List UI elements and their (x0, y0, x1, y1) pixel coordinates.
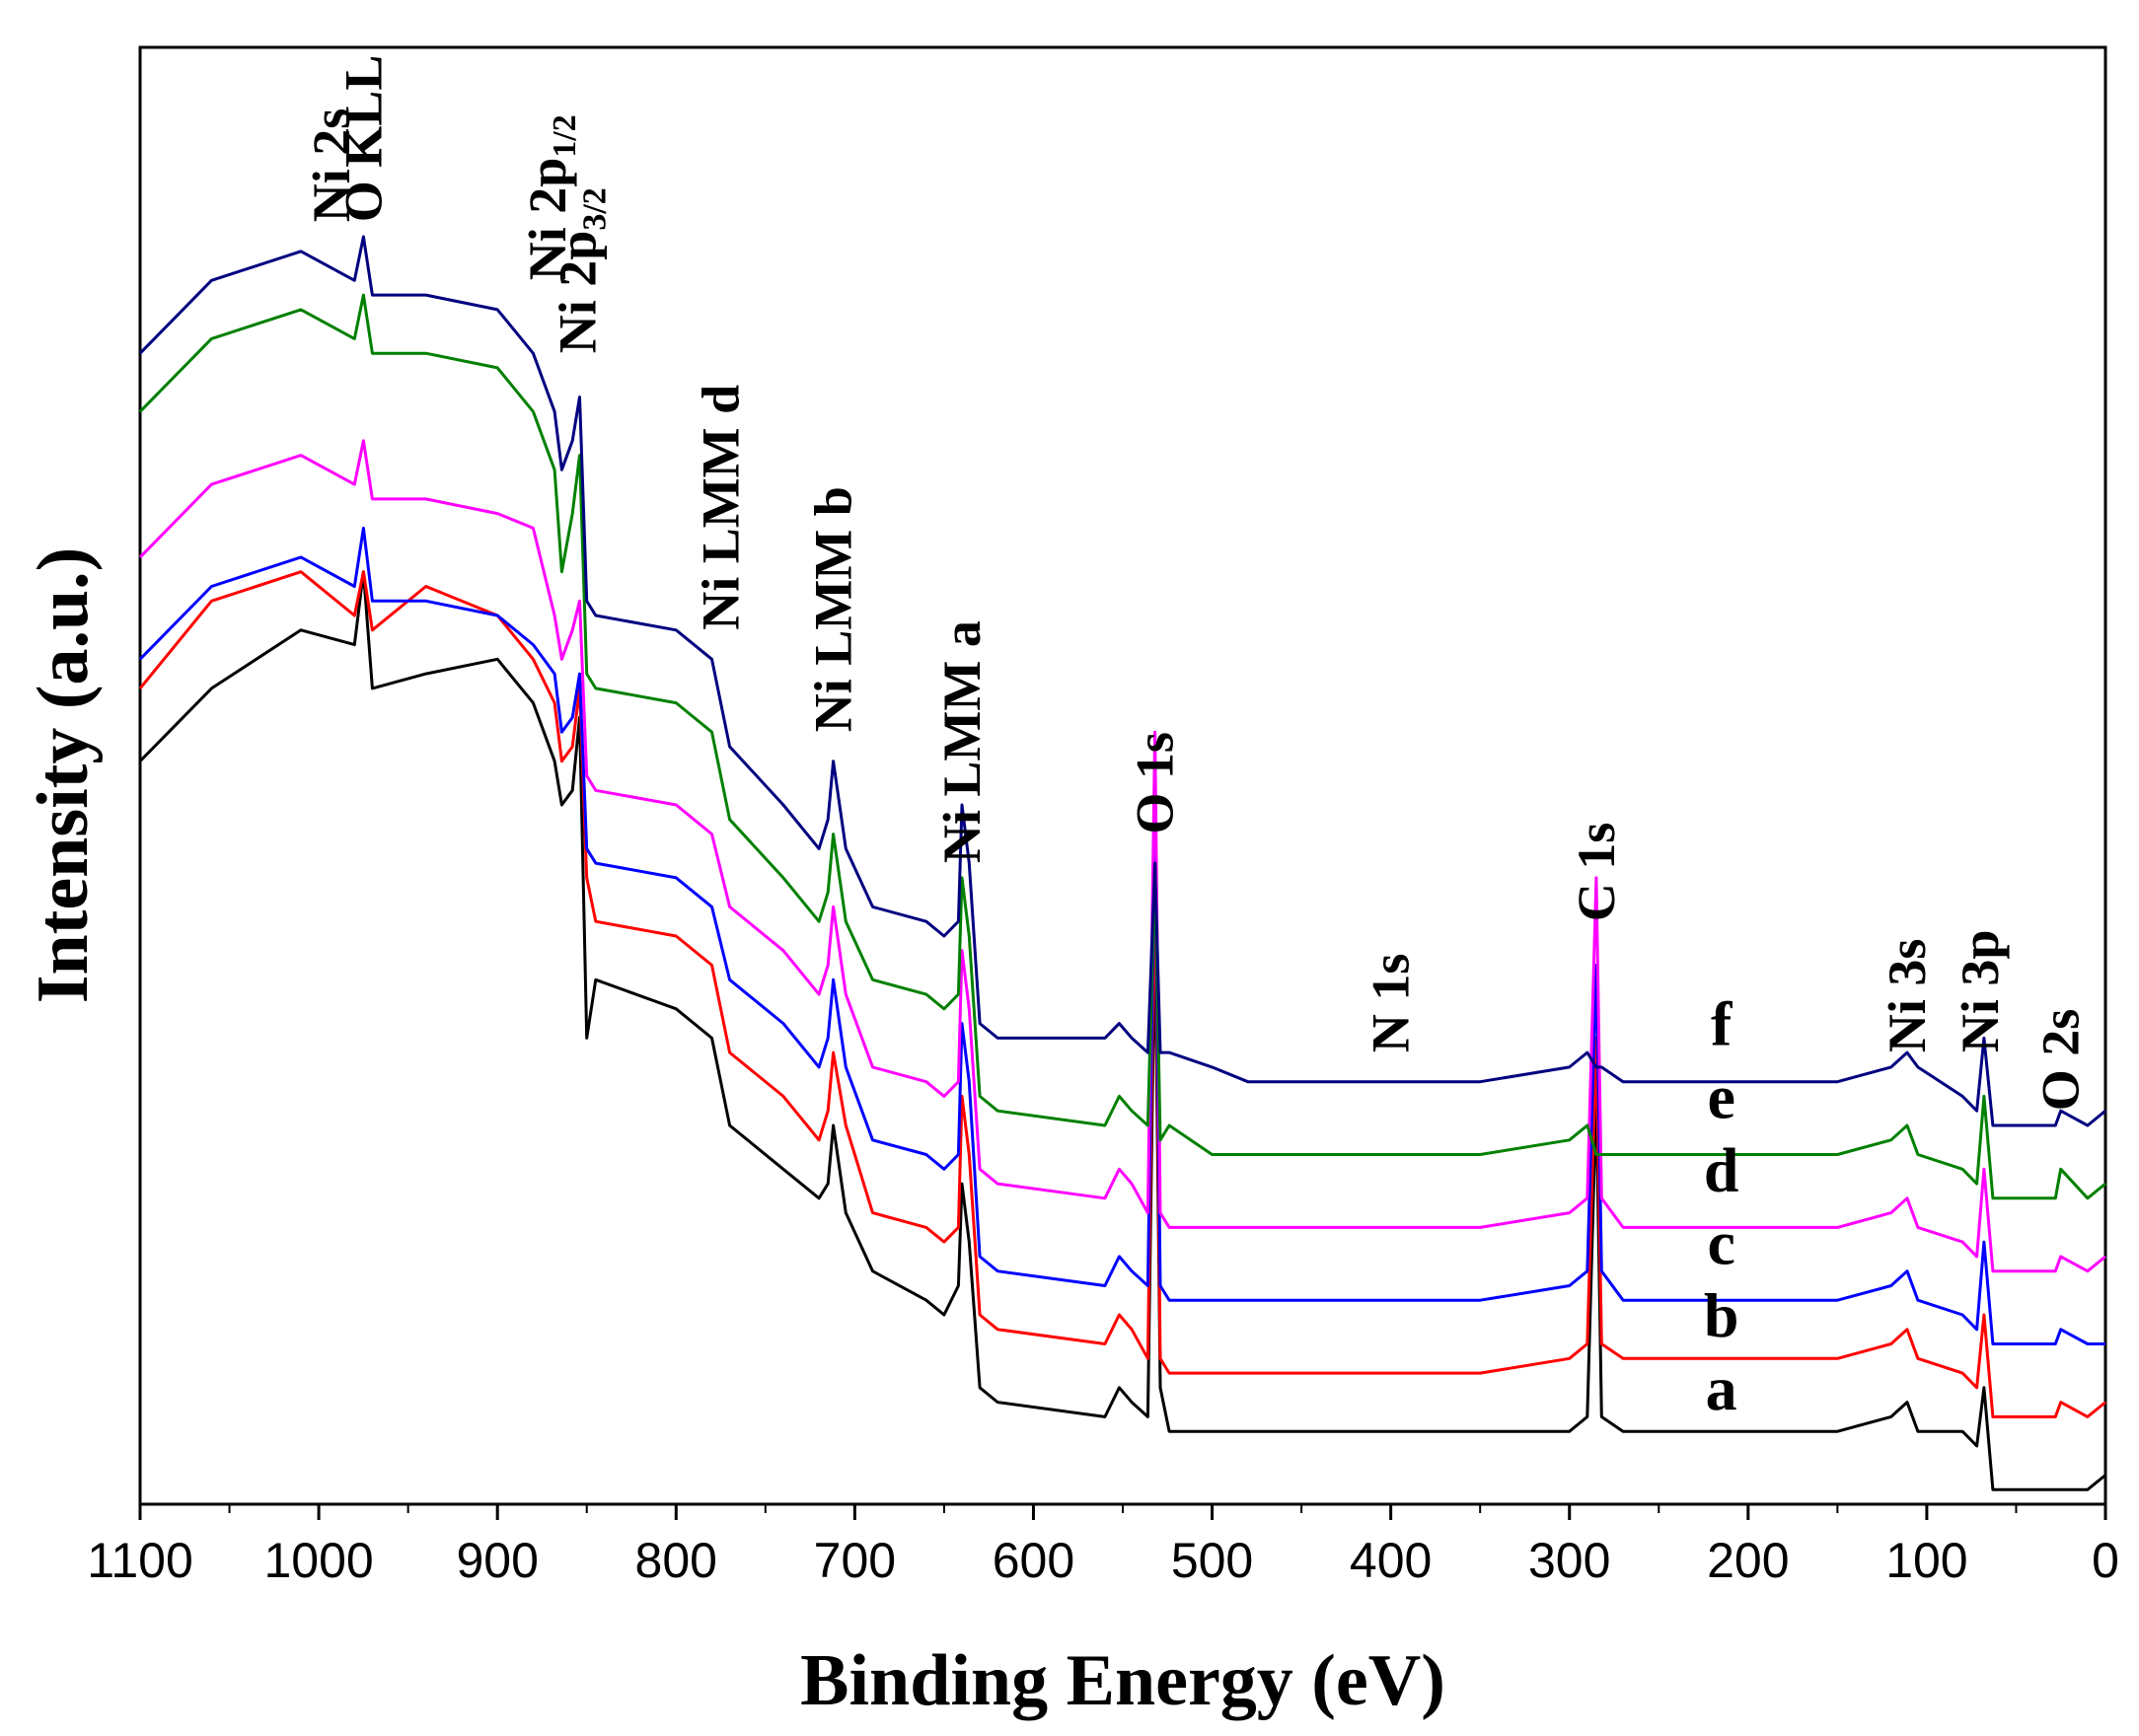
peak-label: N 1s (1362, 954, 1421, 1053)
peak-label-subscript: 3/2 (577, 187, 614, 230)
x-tick-label: 100 (1885, 1533, 1967, 1588)
x-tick-label: 800 (635, 1533, 717, 1588)
plot-frame (138, 45, 2107, 1506)
sample-label-e: e (1707, 1062, 1734, 1132)
x-tick-label: 200 (1707, 1533, 1789, 1588)
annotation-layer: Ni 2sO KLL Ni 2p1/2Ni 2p3/2Ni LMM d Ni LMM… (302, 55, 2091, 1423)
x-tick-label: 1000 (263, 1533, 373, 1588)
x-tick-label: 900 (456, 1533, 538, 1588)
x-tick-label: 500 (1171, 1533, 1253, 1588)
x-tick-label: 400 (1350, 1533, 1432, 1588)
x-tick-label: 300 (1528, 1533, 1610, 1588)
peak-label: O 1s (1126, 732, 1185, 834)
y-axis-title: Intensity (a.u.) (23, 547, 104, 1004)
peak-label: Ni LMM a (932, 620, 992, 863)
series-line-b (138, 570, 2106, 1418)
peak-label: Ni 2s (302, 108, 361, 223)
x-tick-label: 700 (814, 1533, 896, 1588)
sample-label-d: d (1704, 1134, 1739, 1204)
peak-label-subscript: 1/2 (547, 114, 583, 157)
sample-label-c: c (1707, 1207, 1734, 1277)
x-tick-label: 0 (2092, 1533, 2119, 1588)
x-tick-label: 1100 (87, 1533, 193, 1588)
peak-label: Ni LMM b (804, 486, 863, 732)
series-line-e (138, 293, 2106, 1200)
peak-label: Ni LMM d (692, 385, 751, 630)
sample-label-b: b (1704, 1280, 1739, 1350)
x-axis-title: Binding Energy (eV) (800, 1640, 1445, 1721)
peak-label: C 1s (1567, 823, 1626, 922)
series-line-c (138, 526, 2105, 1345)
series-line-a (138, 570, 2106, 1491)
series-line-f (138, 235, 2106, 1127)
peak-label: O 2s (2031, 1009, 2091, 1112)
series-layer (138, 235, 2106, 1491)
x-axis-ticks: 1100 1000 900 800 700 600 500 400 300 200 100 0 (87, 1504, 2119, 1588)
peak-label: Ni 3s (1878, 939, 1937, 1053)
series-line-d (138, 439, 2106, 1273)
peak-label: O KLL (333, 55, 393, 223)
peak-label: Ni 3p (1951, 930, 2010, 1053)
sample-label-a: a (1706, 1353, 1737, 1423)
sample-label-f: f (1711, 989, 1733, 1059)
x-tick-label: 600 (993, 1533, 1074, 1588)
